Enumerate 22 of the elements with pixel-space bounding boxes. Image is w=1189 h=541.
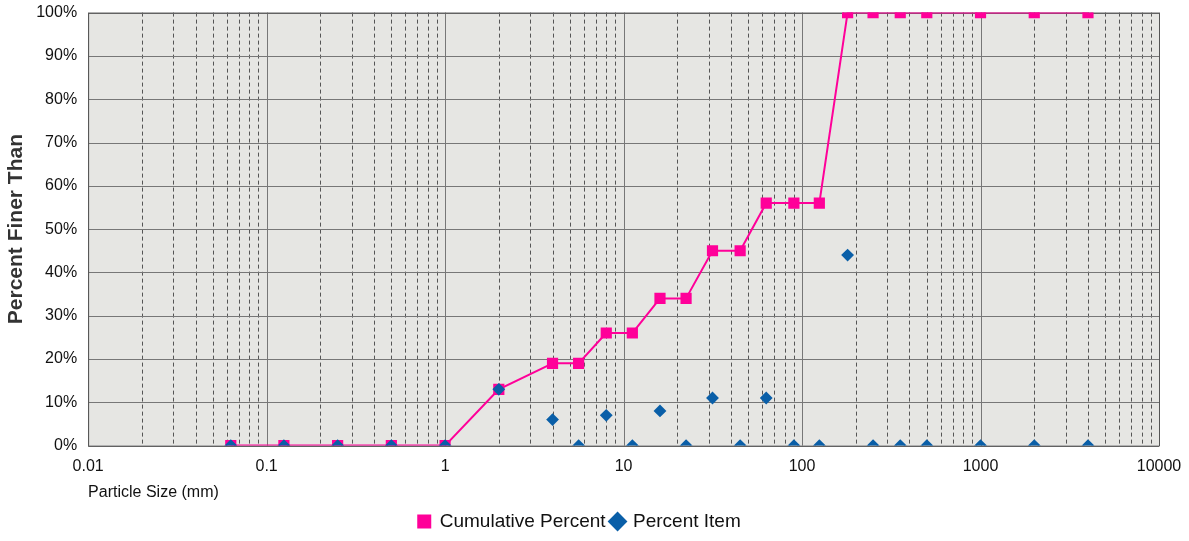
x-tick-label: 100 [788, 456, 816, 474]
x-tick-label: 0.1 [255, 456, 278, 474]
legend-label: Percent Item [633, 509, 741, 531]
x-tick-label: 0.01 [72, 456, 104, 474]
y-tick-label: 80% [45, 89, 78, 107]
y-tick-label: 100% [36, 3, 78, 21]
legend-label: Cumulative Percent [439, 509, 607, 531]
y-tick-label: 20% [45, 349, 78, 367]
x-tick-label: 1000 [962, 456, 999, 474]
y-tick-label: 30% [45, 306, 78, 324]
y-axis-title: Percent Finer Than [3, 133, 27, 325]
y-tick-label: 50% [45, 219, 78, 237]
y-tick-label: 60% [45, 176, 78, 194]
y-tick-label: 90% [45, 46, 78, 64]
x-tick-label: 10000 [1136, 456, 1182, 474]
y-tick-label: 70% [45, 132, 78, 150]
y-tick-label: 10% [45, 392, 78, 410]
x-axis-title: Particle Size (mm) [88, 482, 219, 500]
x-tick-label: 10 [614, 456, 633, 474]
y-tick-label: 0% [54, 436, 78, 454]
x-tick-label: 1 [440, 456, 450, 474]
y-tick-label: 40% [45, 262, 78, 280]
